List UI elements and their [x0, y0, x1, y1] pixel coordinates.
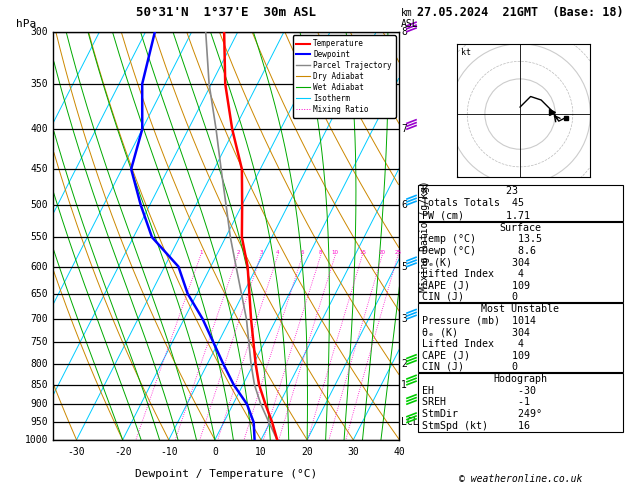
Text: 20: 20: [379, 250, 386, 255]
Text: 750: 750: [31, 337, 48, 347]
Text: 850: 850: [31, 380, 48, 390]
Text: 10: 10: [255, 447, 267, 457]
Text: 900: 900: [31, 399, 48, 409]
Text: 1: 1: [401, 380, 407, 390]
Text: -10: -10: [160, 447, 177, 457]
Text: 40: 40: [394, 447, 405, 457]
Text: Most Unstable: Most Unstable: [481, 304, 560, 314]
Text: 30: 30: [347, 447, 359, 457]
Text: θₑ (K)         304: θₑ (K) 304: [422, 327, 530, 337]
Text: kt: kt: [461, 48, 470, 57]
Text: 700: 700: [31, 314, 48, 324]
Text: 6: 6: [401, 200, 407, 210]
Legend: Temperature, Dewpoint, Parcel Trajectory, Dry Adiabat, Wet Adiabat, Isotherm, Mi: Temperature, Dewpoint, Parcel Trajectory…: [292, 35, 396, 118]
Text: θₑ(K)          304: θₑ(K) 304: [422, 257, 530, 267]
Text: 950: 950: [31, 417, 48, 428]
Text: 1000: 1000: [25, 435, 48, 445]
Text: CAPE (J)       109: CAPE (J) 109: [422, 350, 530, 360]
Text: 650: 650: [31, 289, 48, 299]
Text: © weatheronline.co.uk: © weatheronline.co.uk: [459, 473, 582, 484]
Text: PW (cm)       1.71: PW (cm) 1.71: [422, 210, 530, 220]
Text: CIN (J)        0: CIN (J) 0: [422, 362, 518, 371]
Text: 550: 550: [31, 232, 48, 242]
Text: Temp (°C)       13.5: Temp (°C) 13.5: [422, 234, 542, 244]
Text: 8: 8: [401, 27, 407, 36]
Text: 350: 350: [31, 79, 48, 89]
Text: CIN (J)        0: CIN (J) 0: [422, 292, 518, 302]
Text: 7: 7: [401, 124, 407, 134]
Text: CAPE (J)       109: CAPE (J) 109: [422, 280, 530, 290]
Text: 2: 2: [401, 359, 407, 369]
Text: 1: 1: [199, 250, 203, 255]
Text: Lifted Index    4: Lifted Index 4: [422, 339, 524, 348]
Text: 25: 25: [394, 250, 401, 255]
Text: 300: 300: [31, 27, 48, 36]
Text: 3: 3: [401, 314, 407, 324]
Text: km
ASL: km ASL: [401, 8, 418, 29]
Text: 8: 8: [319, 250, 323, 255]
Text: 5: 5: [401, 261, 407, 272]
Text: 10: 10: [331, 250, 339, 255]
Text: 27.05.2024  21GMT  (Base: 18): 27.05.2024 21GMT (Base: 18): [417, 6, 624, 19]
Text: 450: 450: [31, 164, 48, 174]
Text: Pressure (mb)  1014: Pressure (mb) 1014: [422, 315, 536, 326]
Text: 400: 400: [31, 124, 48, 134]
Text: Dewpoint / Temperature (°C): Dewpoint / Temperature (°C): [135, 469, 318, 479]
Text: 3: 3: [259, 250, 263, 255]
Text: Surface: Surface: [499, 223, 542, 233]
Text: Mixing Ratio (g/kg): Mixing Ratio (g/kg): [420, 180, 430, 292]
Text: 800: 800: [31, 359, 48, 369]
Text: -20: -20: [114, 447, 131, 457]
Text: EH              -30: EH -30: [422, 386, 536, 396]
Text: StmSpd (kt)     16: StmSpd (kt) 16: [422, 421, 530, 431]
Text: Dewp (°C)       8.6: Dewp (°C) 8.6: [422, 246, 536, 256]
Text: Lifted Index    4: Lifted Index 4: [422, 269, 524, 278]
Text: SREH            -1: SREH -1: [422, 398, 530, 407]
Text: 6: 6: [301, 250, 304, 255]
Text: 600: 600: [31, 261, 48, 272]
Text: 20: 20: [301, 447, 313, 457]
Text: 500: 500: [31, 200, 48, 210]
Text: 50°31'N  1°37'E  30m ASL: 50°31'N 1°37'E 30m ASL: [136, 6, 316, 19]
Text: 4: 4: [276, 250, 280, 255]
Text: 15: 15: [359, 250, 366, 255]
Text: K             23: K 23: [422, 186, 518, 196]
Text: -30: -30: [68, 447, 86, 457]
Text: LCL: LCL: [401, 417, 419, 428]
Text: Hodograph: Hodograph: [494, 374, 547, 384]
Text: StmDir          249°: StmDir 249°: [422, 409, 542, 419]
Text: 2: 2: [237, 250, 240, 255]
Text: hPa: hPa: [16, 19, 36, 29]
Text: 0: 0: [212, 447, 218, 457]
Text: Totals Totals  45: Totals Totals 45: [422, 198, 524, 208]
